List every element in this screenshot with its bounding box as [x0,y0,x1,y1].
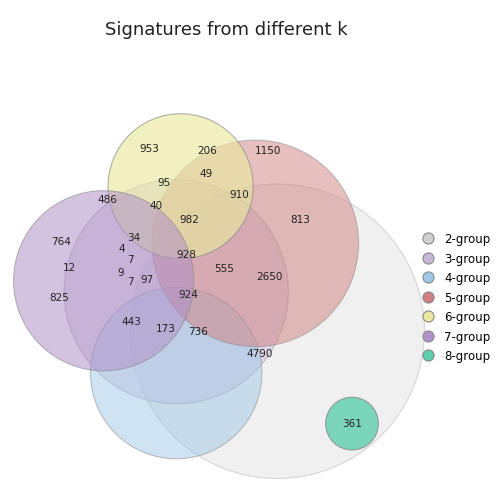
Text: 4: 4 [119,244,125,254]
Text: 4790: 4790 [246,349,273,359]
Text: 443: 443 [121,317,141,327]
Text: 555: 555 [214,264,233,274]
Circle shape [14,191,194,371]
Circle shape [108,114,253,259]
Circle shape [64,179,288,404]
Circle shape [90,287,262,459]
Text: 825: 825 [49,293,69,303]
Text: 910: 910 [229,191,249,201]
Text: 7: 7 [127,255,134,265]
Legend: 2-group, 3-group, 4-group, 5-group, 6-group, 7-group, 8-group: 2-group, 3-group, 4-group, 5-group, 6-gr… [417,230,494,367]
Text: 2650: 2650 [257,272,283,282]
Text: 486: 486 [97,196,117,205]
Text: 34: 34 [127,233,140,242]
Text: 361: 361 [342,419,362,428]
Text: 12: 12 [63,264,77,274]
Circle shape [130,184,424,479]
Text: 173: 173 [156,324,176,334]
Text: 764: 764 [50,237,71,247]
Text: 7: 7 [127,277,134,287]
Circle shape [152,140,359,347]
Text: 928: 928 [176,250,196,260]
Text: 40: 40 [150,201,163,211]
Text: 953: 953 [140,144,160,154]
Text: 1150: 1150 [255,146,281,156]
Text: 206: 206 [197,146,217,156]
Text: 736: 736 [188,327,208,337]
Text: 49: 49 [200,169,213,179]
Text: 97: 97 [140,275,153,285]
Title: Signatures from different k: Signatures from different k [105,21,348,39]
Circle shape [326,397,379,450]
Text: 813: 813 [291,215,310,225]
Text: 924: 924 [178,290,199,300]
Text: 95: 95 [158,178,171,188]
Text: 9: 9 [117,268,123,278]
Text: 982: 982 [179,215,199,225]
